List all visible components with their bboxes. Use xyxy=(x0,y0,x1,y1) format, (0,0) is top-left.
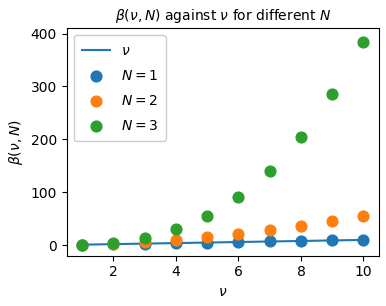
$N = 2$ xyxy=(204,235,210,240)
$\nu$ xyxy=(299,239,303,243)
$N = 2$ xyxy=(267,228,273,233)
Line: $\nu$: $\nu$ xyxy=(82,240,364,245)
$N = 3$ xyxy=(173,227,179,232)
$\nu$ xyxy=(80,243,85,247)
$\nu$ xyxy=(236,240,241,244)
$N = 1$ xyxy=(79,242,85,247)
$\nu$ xyxy=(111,242,116,246)
$N = 3$ xyxy=(298,135,304,140)
$\nu$ xyxy=(205,241,210,244)
$\nu$ xyxy=(361,238,366,242)
$N = 2$ xyxy=(298,224,304,229)
Y-axis label: $\beta(\nu, N)$: $\beta(\nu, N)$ xyxy=(7,119,25,165)
$N = 2$ xyxy=(329,219,335,224)
$\nu$ xyxy=(174,241,178,245)
$N = 1$ xyxy=(298,238,304,243)
$\nu$ xyxy=(330,239,335,242)
$N = 1$ xyxy=(329,238,335,243)
$N = 1$ xyxy=(361,237,367,242)
$N = 2$ xyxy=(361,214,367,218)
$N = 1$ xyxy=(110,242,117,247)
$N = 2$ xyxy=(173,237,179,242)
$N = 2$ xyxy=(110,241,117,246)
$N = 1$ xyxy=(173,241,179,245)
$N = 1$ xyxy=(142,241,148,246)
$N = 2$ xyxy=(235,232,242,237)
$N = 3$ xyxy=(79,242,85,247)
Title: $\beta(\nu, N)$ against $\nu$ for different $N$: $\beta(\nu, N)$ against $\nu$ for differ… xyxy=(115,7,331,25)
Legend: $\nu$, $N = 1$, $N = 2$, $N = 3$: $\nu$, $N = 1$, $N = 2$, $N = 3$ xyxy=(74,35,166,141)
$N = 1$ xyxy=(204,240,210,245)
$N = 2$ xyxy=(142,240,148,244)
$\nu$ xyxy=(142,242,147,245)
$N = 3$ xyxy=(204,214,210,218)
$N = 1$ xyxy=(267,239,273,244)
$N = 3$ xyxy=(142,235,148,240)
$\nu$ xyxy=(267,240,272,243)
$N = 1$ xyxy=(235,240,242,244)
$N = 2$ xyxy=(79,242,85,247)
$N = 3$ xyxy=(235,195,242,200)
$N = 3$ xyxy=(329,92,335,97)
$N = 3$ xyxy=(110,240,117,245)
X-axis label: $\nu$: $\nu$ xyxy=(218,285,227,299)
$N = 3$ xyxy=(361,39,367,44)
$N = 3$ xyxy=(267,169,273,174)
